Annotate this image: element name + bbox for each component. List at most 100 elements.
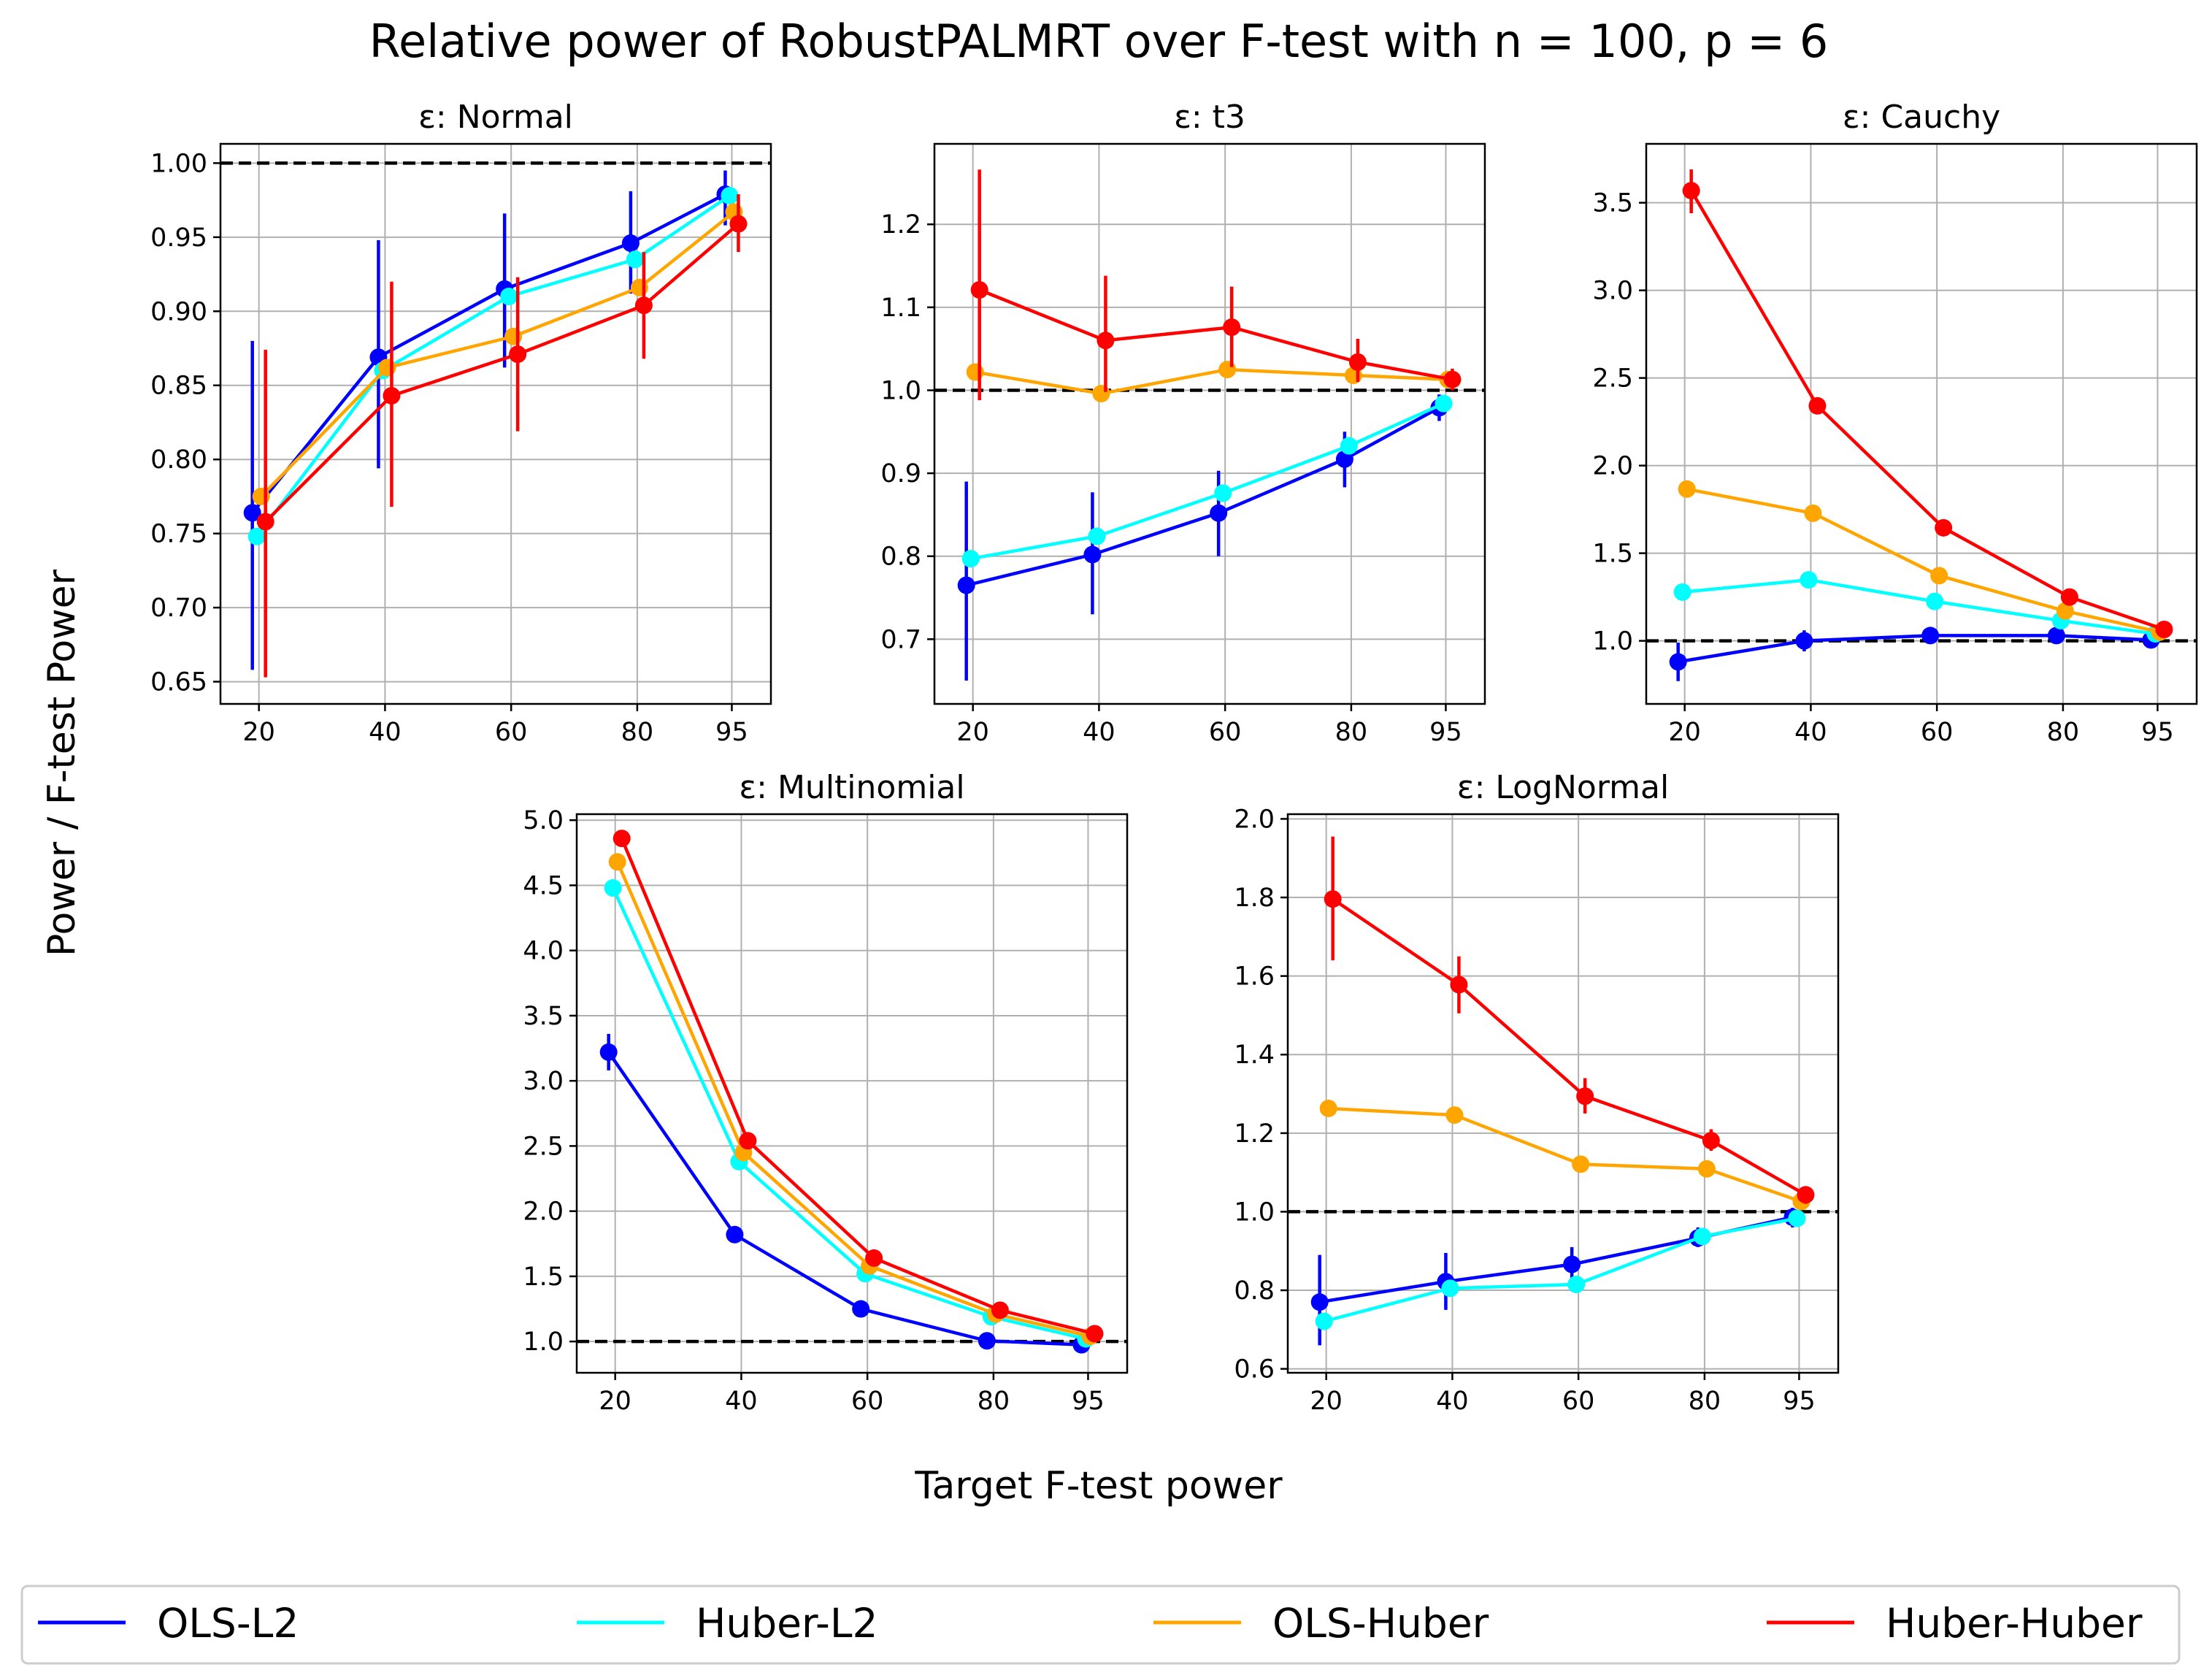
data-point [1702,1132,1720,1150]
subplot-panel: 20 40 60 80 95 0.6 0.8 1.0 1.2 1.4 1.6 1.8 2.0 ε: Log… [1234,769,1840,1416]
data-point [726,1225,744,1244]
data-point [970,280,988,299]
x-tick-label: 80 [978,1387,1010,1416]
x-axis-label: Target F-test power [914,1464,1283,1508]
y-tick-label: 3.5 [1592,189,1633,218]
y-tick-label: 3.5 [523,1002,564,1031]
series-line [607,1051,1082,1346]
data-point [957,576,975,594]
y-tick-label: 0.6 [1234,1355,1275,1384]
y-tick-label: 2.0 [523,1198,564,1227]
data-point [2155,621,2173,639]
y-tick-label: 0.75 [150,520,207,549]
subplot-title: ε: Cauchy [1843,99,2000,136]
data-point [1310,1293,1329,1311]
data-point [630,278,648,296]
data-point [1572,1155,1590,1173]
x-tick-label: 80 [1335,718,1368,747]
data-point [1804,504,1822,522]
y-tick-label: 4.0 [523,937,564,966]
data-point [1797,1186,1815,1204]
data-point [1443,370,1462,388]
data-point [1930,567,1948,585]
data-point [1319,1099,1337,1117]
y-tick-label: 4.5 [523,871,564,900]
legend-item-ols-huber: OLS-Huber [1153,1600,1489,1647]
data-point [1795,632,1813,650]
data-point [721,187,739,205]
data-point [1921,627,1940,645]
data-point [1335,450,1353,468]
figure-title: Relative power of RobustPALMRT over F-te… [369,15,1829,68]
x-tick-label: 60 [495,718,528,747]
x-tick-label: 80 [1689,1387,1721,1416]
series-line [1689,189,2165,632]
data-point [1441,1279,1459,1298]
data-point [1926,592,1944,610]
data-point [978,1332,996,1350]
data-point [1218,361,1237,379]
data-point [739,1132,757,1150]
data-point [991,1301,1009,1319]
data-point [1214,484,1232,502]
series-line [1319,1215,1793,1304]
data-point [1445,1106,1464,1125]
data-point [1086,1325,1104,1343]
data-point [1697,1160,1716,1178]
y-tick-label: 1.2 [1234,1119,1275,1149]
data-point [1083,545,1102,564]
y-tick-label: 3.0 [1592,277,1633,306]
y-tick-label: 5.0 [523,806,564,835]
x-tick-label: 40 [1436,1387,1469,1416]
x-tick-label: 20 [956,718,989,747]
legend-item-huber-huber: Huber-Huber [1767,1600,2143,1647]
data-point [1315,1312,1333,1330]
data-point [1567,1275,1586,1293]
data-point [1682,182,1700,200]
data-point [504,327,523,345]
plot-frame [933,142,1486,705]
data-point [1223,318,1241,337]
plot-frame [575,813,1129,1374]
legend-label: Huber-Huber [1886,1600,2143,1647]
y-tick-label: 0.80 [150,445,207,475]
data-point [1324,890,1342,908]
data-point [383,386,401,405]
data-point [1678,480,1696,498]
data-point [2047,627,2065,645]
data-point [1210,504,1228,522]
data-point [608,853,626,871]
x-tick-label: 40 [725,1387,758,1416]
data-point [2056,602,2074,620]
y-tick-label: 0.90 [150,297,207,326]
data-point [1348,353,1367,371]
data-point [1693,1227,1711,1246]
data-point [1092,385,1110,403]
series-line [264,222,740,524]
legend-item-ols-l2: OLS-L2 [38,1600,299,1647]
data-point [961,550,980,568]
data-point [1340,437,1358,455]
data-point [1808,396,1827,415]
y-tick-label: 1.5 [1592,540,1633,569]
series-line [255,194,731,538]
data-point [1097,332,1115,350]
subplot-title: ε: t3 [1174,99,1245,136]
y-tick-label: 0.9 [880,459,921,489]
data-point [599,1043,618,1061]
x-tick-label: 80 [2047,718,2080,747]
y-tick-label: 0.7 [880,625,921,654]
x-tick-label: 95 [1783,1387,1816,1416]
data-point [378,359,396,377]
y-tick-label: 1.2 [880,210,921,240]
data-point [621,234,640,252]
y-tick-label: 0.8 [1234,1276,1275,1306]
y-tick-label: 0.8 [880,543,921,572]
y-axis-label: Power / F-test Power [40,569,84,957]
x-tick-label: 95 [2141,718,2174,747]
data-point [252,487,270,505]
data-point [247,527,266,545]
y-tick-label: 0.95 [150,223,207,253]
y-tick-label: 1.0 [523,1328,564,1357]
